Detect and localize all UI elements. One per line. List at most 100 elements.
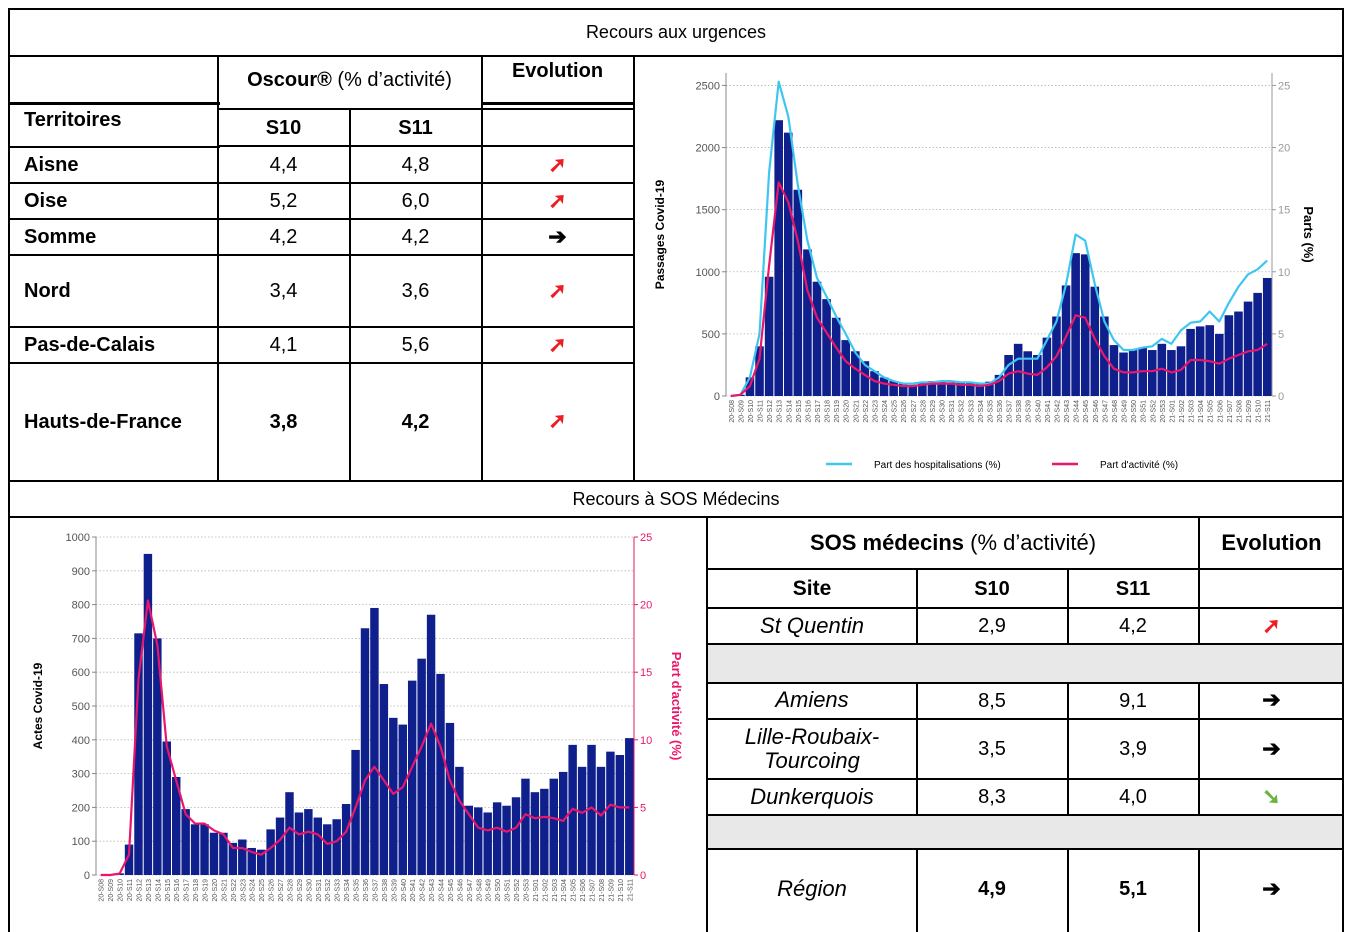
sos-gray-row-1 (708, 644, 1344, 682)
x-tick-label: 20-S19 (203, 879, 210, 902)
x-tick-label: 20-S26 (269, 879, 276, 902)
legend-label: Part d'activité (%) (1100, 460, 1178, 471)
x-tick-label: 20-S39 (391, 879, 398, 902)
bar (558, 771, 568, 875)
border-line (916, 682, 918, 814)
oscour-evolution-up-icon: ➚ (548, 331, 567, 357)
border-line (8, 146, 220, 148)
sos-site-line: Tourcoing (764, 748, 860, 773)
oscour-evolution-stable-icon: ➔ (548, 223, 567, 249)
x-tick-label: 20-S45 (1083, 400, 1090, 423)
x-tick-label: 21-S02 (1179, 400, 1186, 423)
y2-tick-label: 20 (1278, 143, 1290, 155)
bar (898, 383, 908, 396)
x-tick-label: 21-S02 (542, 879, 549, 902)
bar (436, 673, 445, 875)
bar (511, 797, 521, 875)
bar (860, 361, 870, 396)
x-tick-label: 20-S38 (382, 879, 389, 902)
x-tick-label: 21-S08 (599, 879, 606, 902)
x-tick-label: 20-S40 (1035, 400, 1042, 423)
x-tick-label: 20-S49 (1122, 400, 1129, 423)
bar (124, 844, 134, 875)
bar (577, 766, 587, 875)
x-tick-label: 20-S48 (476, 879, 483, 902)
border-line (633, 55, 635, 480)
oscour-s11: 3,6 (401, 280, 430, 302)
y2-tick-label: 0 (640, 870, 646, 882)
border-line (706, 778, 1344, 780)
x-tick-label: 20-S13 (146, 879, 153, 902)
bar (1215, 333, 1224, 396)
bar (1157, 343, 1167, 396)
bar (275, 817, 285, 875)
bar (1147, 350, 1157, 396)
border-line (349, 108, 351, 480)
bar (417, 658, 426, 875)
x-tick-label: 20-S51 (1141, 400, 1148, 423)
x-tick-label: 20-S49 (486, 879, 493, 902)
x-tick-label: 20-S53 (523, 879, 530, 902)
border-line (8, 480, 1344, 482)
x-tick-label: 20-S27 (911, 400, 918, 423)
bar (294, 812, 304, 875)
x-tick-label: 20-S45 (448, 879, 455, 902)
oscour-territoire: Oise (24, 190, 68, 212)
oscour-s11: 4,8 (401, 154, 430, 176)
bar (587, 744, 596, 875)
x-tick-label: 20-S32 (959, 400, 966, 423)
oscour-s10: 3,8 (269, 410, 298, 433)
y2-tick-label: 5 (640, 802, 646, 814)
bar (238, 839, 247, 875)
x-tick-label: 20-S22 (863, 400, 870, 423)
border-line (1067, 568, 1069, 644)
bar (908, 384, 918, 396)
sos-s11: 5,1 (1119, 878, 1147, 900)
sos-site-line: Lille-Roubaix- (744, 723, 880, 749)
y-tick-label: 1000 (66, 532, 90, 544)
x-tick-label: 20-S17 (815, 400, 822, 423)
y-tick-label: 500 (72, 701, 90, 713)
sos-col-s10: S10 (974, 578, 1010, 600)
bar (181, 809, 190, 875)
x-tick-label: 20-S08 (729, 400, 736, 423)
sos-evolution-up-icon: ➚ (1262, 612, 1281, 638)
bar (492, 802, 502, 875)
x-tick-label: 20-S42 (1054, 400, 1061, 423)
bar (841, 340, 851, 396)
x-tick-label: 20-S42 (420, 879, 427, 902)
x-tick-label: 20-S31 (949, 400, 956, 423)
y-tick-label: 500 (702, 329, 720, 341)
bar (1234, 311, 1243, 396)
bar (783, 132, 793, 396)
border-line (706, 643, 1344, 645)
bar (956, 381, 965, 396)
border-line (8, 8, 1344, 10)
border-line (8, 362, 634, 364)
series-line (100, 599, 630, 877)
border-line (1198, 516, 1200, 644)
series-line (730, 80, 1268, 398)
x-tick-label: 20-S40 (401, 879, 408, 902)
y2-axis-title: Parts (%) (1301, 206, 1316, 262)
bar (360, 628, 370, 875)
bar (1013, 343, 1023, 396)
bar (304, 809, 313, 875)
x-tick-label: 20-S35 (987, 400, 994, 423)
oscour-evolution-up-icon: ➚ (548, 151, 567, 177)
y2-tick-label: 10 (1278, 267, 1290, 279)
y2-tick-label: 25 (1278, 80, 1290, 92)
bar (822, 299, 831, 396)
oscour-header-main: Oscour® (% d’activité) (218, 57, 481, 103)
x-tick-label: 20-S35 (354, 879, 361, 902)
oscour-s11: 6,0 (401, 190, 430, 212)
y-tick-label: 400 (72, 735, 90, 747)
x-tick-label: 21-S03 (552, 879, 559, 902)
section-title-urgences: Recours aux urgences (585, 21, 767, 42)
x-tick-label: 20-S20 (844, 400, 851, 423)
border-line (706, 848, 1344, 850)
x-tick-label: 20-S15 (796, 400, 803, 423)
bar (764, 276, 774, 396)
bar (398, 724, 407, 875)
x-tick-label: 21-S05 (1208, 400, 1215, 423)
